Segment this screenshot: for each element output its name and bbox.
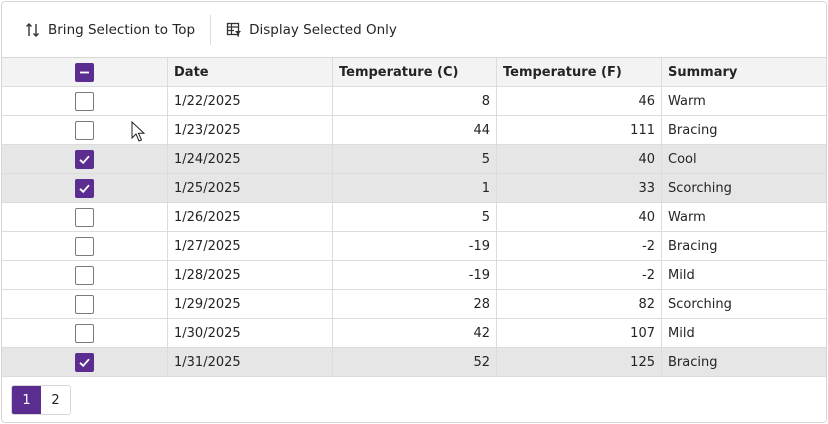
- data-grid: Date Temperature (C) Temperature (F) Sum…: [2, 57, 826, 377]
- table-row[interactable]: 1/30/2025 42 107 Mild: [2, 319, 826, 348]
- cell-temp-f: 40: [497, 203, 662, 231]
- cell-temp-f: -2: [497, 232, 662, 260]
- row-select-cell: [2, 232, 168, 260]
- cell-temp-f: 111: [497, 116, 662, 144]
- cell-date: 1/27/2025: [168, 232, 333, 260]
- row-checkbox[interactable]: [75, 149, 94, 169]
- row-checkbox[interactable]: [75, 120, 94, 140]
- table-row[interactable]: 1/29/2025 28 82 Scorching: [2, 290, 826, 319]
- pager: 1 2: [11, 385, 71, 415]
- checkmark-icon: [79, 184, 90, 193]
- bring-selection-to-top-label: Bring Selection to Top: [48, 21, 196, 38]
- display-selected-only-button[interactable]: Display Selected Only: [225, 14, 397, 46]
- select-all-checkbox[interactable]: [75, 62, 94, 82]
- row-checkbox[interactable]: [75, 352, 94, 372]
- row-select-cell: [2, 174, 168, 202]
- cell-summary: Warm: [668, 93, 706, 109]
- cell-temp-c: 28: [333, 290, 497, 318]
- cell-date: 1/26/2025: [168, 203, 333, 231]
- cell-temp-c: 1: [333, 174, 497, 202]
- cell-temp-f: 107: [497, 319, 662, 347]
- cell-temp-c: 5: [333, 203, 497, 231]
- table-row[interactable]: 1/27/2025 -19 -2 Bracing: [2, 232, 826, 261]
- toolbar-divider: [210, 14, 212, 45]
- row-select-cell: [2, 261, 168, 289]
- table-row[interactable]: 1/23/2025 44 111 Bracing: [2, 116, 826, 145]
- cell-date: 1/30/2025: [168, 319, 333, 347]
- row-checkbox[interactable]: [75, 91, 94, 111]
- cell-temp-f: 82: [497, 290, 662, 318]
- cell-summary: Scorching: [668, 180, 732, 196]
- cell-temp-f: 125: [497, 348, 662, 376]
- checkmark-icon: [79, 155, 90, 164]
- minus-icon: [80, 71, 89, 73]
- grid-header-row: Date Temperature (C) Temperature (F) Sum…: [2, 58, 826, 87]
- cell-temp-c: -19: [333, 232, 497, 260]
- row-select-cell: [2, 290, 168, 318]
- cell-temp-f: 40: [497, 145, 662, 173]
- cell-summary: Bracing: [668, 122, 718, 138]
- cell-temp-f: -2: [497, 261, 662, 289]
- cell-date: 1/25/2025: [168, 174, 333, 202]
- column-header-date[interactable]: Date: [168, 58, 333, 86]
- row-select-cell: [2, 145, 168, 173]
- cell-date: 1/24/2025: [168, 145, 333, 173]
- cell-summary: Scorching: [668, 296, 732, 312]
- row-checkbox[interactable]: [75, 207, 94, 227]
- row-checkbox[interactable]: [75, 294, 94, 314]
- row-checkbox[interactable]: [75, 323, 94, 343]
- column-header-summary[interactable]: Summary: [668, 64, 738, 80]
- page-button-1[interactable]: 1: [12, 386, 41, 414]
- cell-temp-c: -19: [333, 261, 497, 289]
- table-row[interactable]: 1/31/2025 52 125 Bracing: [2, 348, 826, 377]
- row-select-cell: [2, 203, 168, 231]
- column-header-temp-f[interactable]: Temperature (F): [497, 58, 662, 86]
- table-row[interactable]: 1/24/2025 5 40 Cool: [2, 145, 826, 174]
- row-select-cell: [2, 87, 168, 115]
- cell-summary: Bracing: [668, 238, 718, 254]
- cell-temp-c: 42: [333, 319, 497, 347]
- cell-summary: Bracing: [668, 354, 718, 370]
- sort-arrows-icon: [24, 21, 41, 38]
- cell-temp-c: 5: [333, 145, 497, 173]
- row-select-cell: [2, 116, 168, 144]
- table-row[interactable]: 1/26/2025 5 40 Warm: [2, 203, 826, 232]
- cell-date: 1/31/2025: [168, 348, 333, 376]
- row-select-cell: [2, 319, 168, 347]
- grid-toolbar: Bring Selection to Top Display Selected …: [2, 2, 826, 57]
- cell-date: 1/28/2025: [168, 261, 333, 289]
- cell-temp-c: 52: [333, 348, 497, 376]
- display-selected-only-label: Display Selected Only: [249, 21, 397, 38]
- grid-body: 1/22/2025 8 46 Warm 1/23/2025 44 111 Bracing 1/2…: [2, 87, 826, 377]
- cell-temp-c: 44: [333, 116, 497, 144]
- checkmark-icon: [79, 358, 90, 367]
- cell-date: 1/29/2025: [168, 290, 333, 318]
- row-checkbox[interactable]: [75, 265, 94, 285]
- page-button-2[interactable]: 2: [51, 392, 60, 408]
- column-header-temp-c[interactable]: Temperature (C): [333, 58, 497, 86]
- cell-summary: Cool: [668, 151, 697, 167]
- table-row[interactable]: 1/25/2025 1 33 Scorching: [2, 174, 826, 203]
- row-checkbox[interactable]: [75, 236, 94, 256]
- cell-temp-c: 8: [333, 87, 497, 115]
- row-checkbox[interactable]: [75, 178, 94, 198]
- cell-temp-f: 33: [497, 174, 662, 202]
- cell-date: 1/23/2025: [168, 116, 333, 144]
- bring-selection-to-top-button[interactable]: Bring Selection to Top: [24, 14, 195, 46]
- header-select-cell: [2, 58, 168, 86]
- table-filter-icon: [225, 21, 242, 38]
- cell-temp-f: 46: [497, 87, 662, 115]
- table-row[interactable]: 1/22/2025 8 46 Warm: [2, 87, 826, 116]
- cell-summary: Warm: [668, 209, 706, 225]
- cell-summary: Mild: [668, 267, 695, 283]
- table-row[interactable]: 1/28/2025 -19 -2 Mild: [2, 261, 826, 290]
- row-select-cell: [2, 348, 168, 376]
- cell-summary: Mild: [668, 325, 695, 341]
- cell-date: 1/22/2025: [168, 87, 333, 115]
